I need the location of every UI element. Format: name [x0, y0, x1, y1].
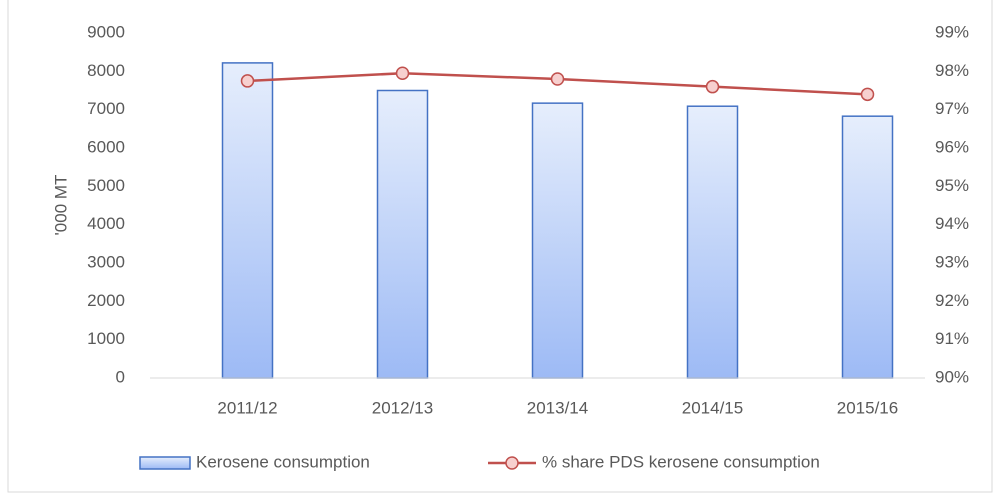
x-tick-label: 2014/15	[682, 398, 743, 417]
line-marker	[240, 74, 255, 88]
y2-tick-label: 97%	[935, 99, 969, 118]
y2-tick-label: 90%	[935, 367, 969, 386]
y-tick-label: 9000	[87, 22, 125, 41]
chart-frame	[7, 0, 993, 493]
line-marker	[550, 72, 565, 86]
y2-tick-label: 93%	[935, 252, 969, 271]
y-tick-label: 1000	[87, 329, 125, 348]
legend-swatch	[139, 456, 191, 470]
x-tick-label: 2015/16	[837, 398, 898, 417]
bar	[376, 89, 429, 379]
y-tick-label: 7000	[87, 99, 125, 118]
y2-tick-label: 92%	[935, 291, 969, 310]
y-tick-label: 3000	[87, 252, 125, 271]
legend-label: % share PDS kerosene consumption	[542, 452, 820, 471]
bar	[221, 62, 274, 379]
y2-tick-label: 91%	[935, 329, 969, 348]
y-axis-label: '000 MT	[51, 175, 70, 236]
bar	[531, 102, 584, 379]
x-tick-label: 2011/12	[217, 398, 277, 417]
legend-swatch-marker	[505, 456, 519, 470]
line-marker	[705, 79, 720, 94]
y2-tick-label: 96%	[935, 137, 969, 156]
y-tick-label: 0	[116, 367, 125, 386]
line-marker	[860, 87, 875, 102]
y2-tick-label: 99%	[935, 22, 969, 41]
bar	[841, 115, 894, 379]
x-tick-label: 2012/13	[372, 398, 433, 417]
y2-tick-label: 95%	[935, 176, 969, 195]
y2-tick-label: 98%	[935, 61, 969, 80]
x-tick-label: 2013/14	[527, 398, 588, 417]
legend-label: Kerosene consumption	[196, 452, 370, 471]
y-tick-label: 5000	[87, 176, 125, 195]
y-tick-label: 6000	[87, 137, 125, 156]
y2-tick-label: 94%	[935, 214, 969, 233]
bar	[686, 105, 739, 379]
y-tick-label: 4000	[87, 214, 125, 233]
line-marker	[395, 66, 410, 80]
y-tick-label: 2000	[87, 291, 125, 310]
y-tick-label: 8000	[87, 61, 125, 80]
